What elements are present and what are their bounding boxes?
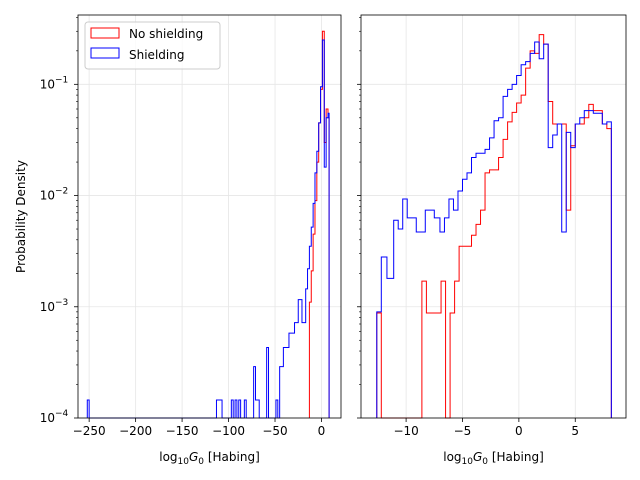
left-x-tick-label: 0 <box>318 424 326 438</box>
right-series-shielding <box>376 41 612 418</box>
left-grid <box>78 15 341 419</box>
legend-label-no-shielding: No shielding <box>129 27 203 41</box>
right-grid <box>361 15 626 419</box>
left-x-axis-label: log10G0 [Habing] <box>159 450 260 467</box>
right-x-tick-label: 0 <box>515 424 523 438</box>
right-y-ticks <box>357 17 361 419</box>
legend: No shielding Shielding <box>84 21 221 70</box>
left-x-tick-label: −250 <box>73 424 106 438</box>
right-x-tick-label: 5 <box>571 424 579 438</box>
right-x-ticks: −10 −5 0 5 <box>393 418 579 438</box>
left-y-axis-label: Probability Density <box>14 160 28 273</box>
left-panel: −250 −200 −150 −100 −50 0 10−410−310−210−1 lo… <box>14 14 342 467</box>
right-axes-frame <box>360 14 627 419</box>
left-series <box>86 30 330 419</box>
left-x-tick-label: −200 <box>119 424 152 438</box>
left-x-tick-label: −150 <box>166 424 199 438</box>
right-series <box>376 34 612 419</box>
left-x-ticks: −250 −200 −150 −100 −50 0 <box>73 418 326 438</box>
left-x-tick-label: −100 <box>212 424 245 438</box>
left-x-tick-label: −50 <box>262 424 287 438</box>
left-axes-frame <box>77 14 342 419</box>
legend-patch-no-shielding <box>90 27 120 39</box>
legend-label-shielding: Shielding <box>129 48 184 62</box>
right-x-tick-label: −5 <box>454 424 472 438</box>
left-series-shielding <box>86 39 330 419</box>
legend-patch-shielding <box>90 47 120 59</box>
right-x-tick-label: −10 <box>393 424 418 438</box>
